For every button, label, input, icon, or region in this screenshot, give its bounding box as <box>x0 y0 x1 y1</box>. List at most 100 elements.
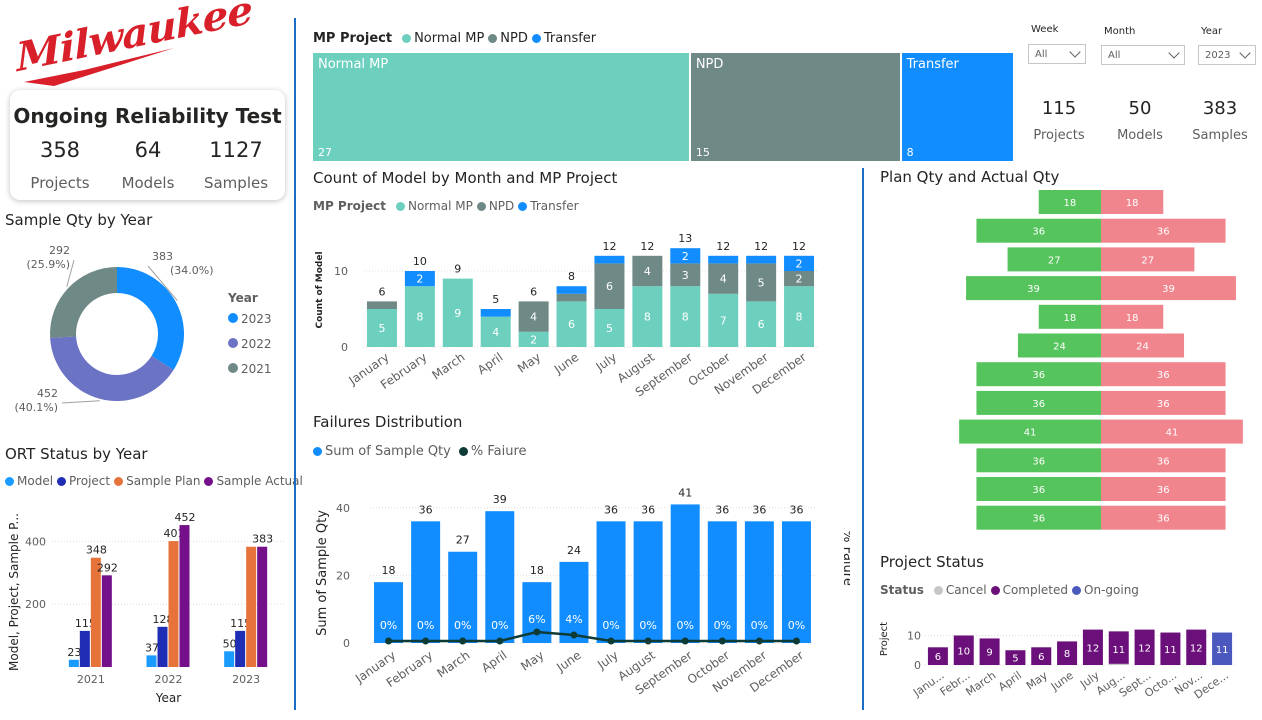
cm-bar-segment <box>708 293 739 347</box>
cm-bar-segment <box>556 301 587 347</box>
legend-dot-sample-qty <box>313 447 322 456</box>
week-slicer[interactable]: All <box>1028 44 1086 64</box>
ps-x-tick: Janu... <box>910 669 946 700</box>
donut-legend-dot <box>228 313 238 323</box>
cm-total-label: 12 <box>602 240 616 253</box>
cm-x-tick: July <box>593 350 620 374</box>
plan-bar <box>1038 190 1101 214</box>
donut-leader-line <box>66 259 75 287</box>
cm-y-tick: 10 <box>334 265 348 278</box>
fd-bar <box>744 521 774 643</box>
ort-chart: 200 400 Model, Project, Sample P... 23 115 34… <box>7 511 285 705</box>
legend-dot-transfer <box>531 34 541 43</box>
ps-bar-label: 12 <box>1087 643 1100 654</box>
cm-bar-segment <box>746 301 777 347</box>
ps-bar-label: 12 <box>1190 643 1203 654</box>
ort-bar <box>68 659 79 667</box>
legend-ongoing: On-going <box>1084 583 1139 597</box>
legend-dot-sample-actual <box>204 476 214 486</box>
fd-line-label: 0% <box>454 619 471 632</box>
fd-line-label: 0% <box>676 619 693 632</box>
legend-transfer: Transfer <box>530 199 579 213</box>
fd-bar <box>559 561 589 643</box>
actual-bar-label: 27 <box>1141 255 1154 266</box>
legend-transfer: Transfer <box>543 31 597 46</box>
legend-normal-mp: Normal MP <box>407 199 473 213</box>
plan-bar-label: 27 <box>1048 255 1061 266</box>
cm-segment-label: 4 <box>644 265 651 278</box>
legend-model: Model <box>17 474 54 488</box>
fd-bar-label: 18 <box>382 564 396 577</box>
cm-segment-label: 2 <box>682 250 689 263</box>
donut-percent-label: (40.1%) <box>14 401 58 414</box>
ps-bar-segment <box>979 638 1000 665</box>
ort-x-tick: 2021 <box>77 673 105 686</box>
fd-failure-point <box>533 628 541 636</box>
plan-bar-label: 36 <box>1032 370 1045 381</box>
fd-x-tick: March <box>434 648 472 680</box>
cm-bar-segment <box>404 271 435 287</box>
week-slicer-value: All <box>1035 48 1048 60</box>
cm-bar-segment <box>518 301 549 332</box>
cm-segment-label: 2 <box>796 257 803 270</box>
cm-bar-segment <box>594 263 625 309</box>
chevron-down-icon <box>1069 46 1081 58</box>
actual-bar <box>1101 190 1164 214</box>
ps-bar-label: 11 <box>1216 645 1229 656</box>
fd-bar <box>670 504 700 643</box>
fd-failure-point <box>792 637 800 645</box>
treemap-cell[interactable]: Normal MP 27 <box>313 53 689 161</box>
plan-bar-label: 36 <box>1032 227 1045 238</box>
actual-bar <box>1101 276 1236 301</box>
fd-bar-label: 36 <box>641 503 655 516</box>
actual-bar-label: 18 <box>1126 313 1139 324</box>
cm-total-label: 8 <box>568 270 575 283</box>
ps-bar-segment <box>1108 663 1129 665</box>
cm-bar-segment <box>594 255 625 264</box>
cm-segment-label: 2 <box>530 333 537 346</box>
cm-segment-label: 5 <box>606 322 613 335</box>
failures-title: Failures Distribution <box>313 413 463 431</box>
cm-x-tick: June <box>551 350 581 377</box>
kpi-projects-value: 358 <box>39 138 81 162</box>
project-status-title: Project Status <box>880 553 984 571</box>
fd-line-label: 4% <box>565 613 582 626</box>
cm-bar-segment <box>632 286 663 347</box>
cm-x-tick: April <box>475 350 506 377</box>
ort-bar-label: 401 <box>164 527 185 540</box>
treemap-cell[interactable]: NPD 15 <box>690 53 900 161</box>
month-slicer[interactable]: All <box>1101 45 1185 65</box>
donut-title: Sample Qty by Year <box>5 211 153 229</box>
fd-line-label: 6% <box>528 613 545 626</box>
actual-bar-label: 36 <box>1157 485 1170 496</box>
fd-bar <box>448 551 478 643</box>
cm-total-label: 6 <box>530 285 537 298</box>
project-status-legend: Status Cancel Completed On-going <box>880 583 1139 597</box>
legend-dot-transfer <box>518 201 528 211</box>
plan-bar <box>966 276 1101 301</box>
fd-bar <box>707 521 737 643</box>
cm-bar-segment <box>518 331 549 347</box>
cm-bar-segment <box>594 309 625 347</box>
fd-bar-label: 36 <box>752 503 766 516</box>
cm-segment-label: 4 <box>530 311 537 324</box>
donut-slice <box>50 336 174 401</box>
cm-total-label: 12 <box>754 240 768 253</box>
kpi-right-samples-label: Samples <box>1192 128 1248 143</box>
cm-bar-segment <box>366 309 397 347</box>
separator-left <box>294 18 296 710</box>
donut-slice <box>117 267 185 370</box>
year-slicer[interactable]: 2023 <box>1198 45 1256 65</box>
fd-bar-label: 36 <box>715 503 729 516</box>
ps-bar-segment <box>1082 629 1103 665</box>
treemap-cell[interactable]: Transfer 8 <box>901 53 1013 161</box>
cm-bar-segment <box>784 271 815 287</box>
actual-bar <box>1101 477 1226 501</box>
ort-y-tick: 200 <box>25 598 46 611</box>
kpi-right-models-value: 50 <box>1128 98 1152 119</box>
plan-bar <box>976 505 1101 530</box>
fd-bar-label: 39 <box>493 493 507 506</box>
plan-bar <box>976 218 1101 243</box>
ps-bar-label: 6 <box>1038 652 1044 663</box>
